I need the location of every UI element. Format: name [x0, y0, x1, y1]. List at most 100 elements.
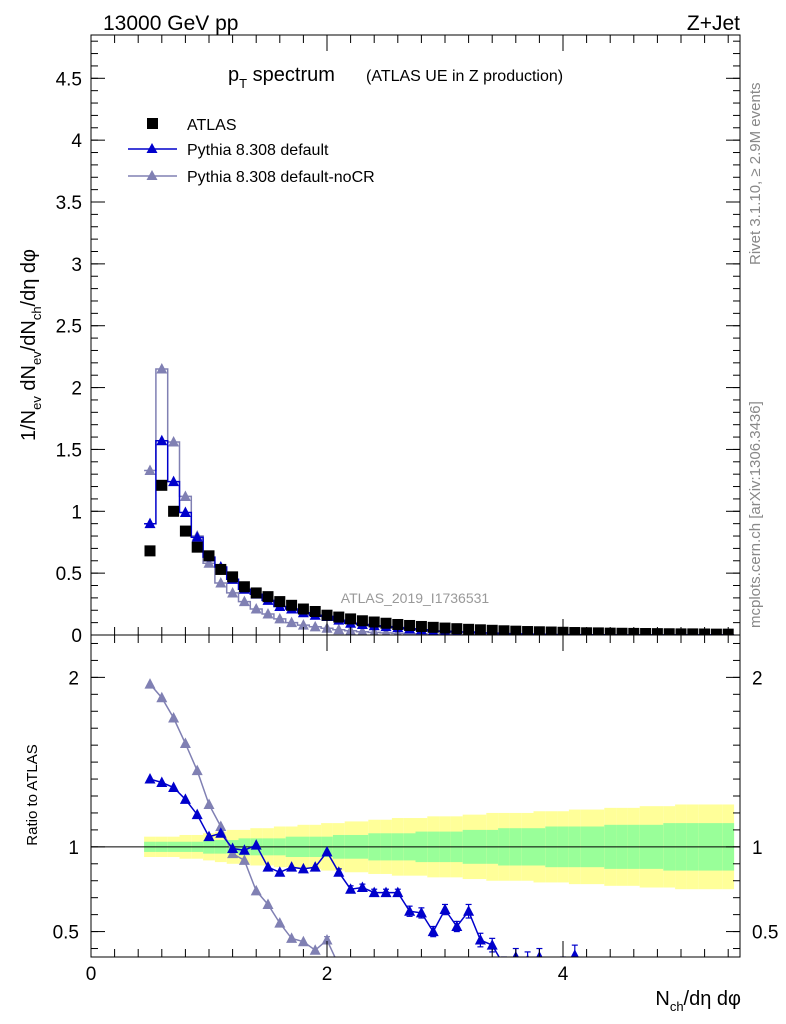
ratio-point-pythia-default: [191, 808, 203, 820]
ratio-point-pythia-default: [356, 881, 368, 893]
ratio-point-pythia-nocr: [262, 898, 274, 909]
ratio-point-pythia-nocr: [581, 1007, 592, 1018]
ratio-point-pythia-nocr: [392, 980, 403, 991]
point-atlas: [427, 621, 439, 633]
ratio-point-pythia-default: [451, 920, 463, 931]
point-atlas: [474, 624, 486, 635]
point-atlas: [250, 587, 262, 599]
legend-label-pythia-default: Pythia 8.308 default: [187, 142, 329, 159]
ratio-point-pythia-nocr: [463, 997, 474, 1008]
ratio-point-pythia-nocr: [605, 1007, 616, 1018]
analysis-watermark: ATLAS_2019_I1736531: [341, 590, 490, 606]
ratio-point-pythia-default: [262, 861, 274, 872]
point-pythia-nocr: [179, 490, 191, 501]
ratio-point-pythia-default: [605, 980, 616, 991]
ratio-point-pythia-default: [238, 844, 250, 855]
ratio-point-pythia-nocr: [191, 764, 203, 776]
legend-label-atlas: ATLAS: [187, 117, 237, 134]
ratio-point-pythia-default: [380, 886, 392, 898]
spectrum-y-tick-label: 4.5: [56, 69, 82, 90]
ratio-point-pythia-default: [439, 903, 451, 915]
legend: ATLAS Pythia 8.308 default Pythia 8.308 …: [128, 117, 375, 186]
spectrum-y-tick-label: 2: [71, 379, 82, 400]
spectrum-y-tick-label: 3: [71, 255, 82, 276]
spectrum-plot-area: ATLAS_2019_I1736531: [144, 363, 735, 635]
ratio-plot-area: [91, 678, 740, 1018]
ratio-point-pythia-nocr: [558, 1005, 569, 1016]
ratio-point-pythia-default: [474, 934, 486, 945]
ratio-y-axis-label: Ratio to ATLAS: [24, 744, 41, 845]
ratio-point-pythia-nocr: [369, 971, 380, 982]
ratio-point-pythia-nocr: [404, 983, 415, 994]
ratio-point-pythia-default: [392, 886, 404, 898]
point-pythia-default: [168, 475, 180, 487]
point-atlas: [321, 609, 333, 621]
ratio-point-pythia-nocr: [381, 976, 392, 987]
legend-entry-pythia-nocr: Pythia 8.308 default-noCR: [128, 169, 375, 186]
x-tick-label: 0: [86, 964, 97, 985]
ratio-point-pythia-nocr: [640, 1007, 651, 1018]
ratio-point-pythia-nocr: [179, 737, 191, 748]
legend-entry-atlas: ATLAS: [147, 117, 237, 134]
point-atlas: [156, 479, 168, 491]
point-atlas: [687, 628, 699, 635]
point-pythia-default: [144, 517, 156, 529]
ratio-point-pythia-default: [286, 861, 298, 872]
ratio-point-pythia-nocr: [321, 934, 333, 945]
point-atlas: [356, 615, 368, 627]
ratio-point-pythia-nocr: [546, 1005, 557, 1016]
point-atlas: [380, 617, 392, 629]
point-atlas: [616, 627, 628, 635]
point-atlas: [592, 627, 604, 635]
mcplots-credit-label: mcplots.cern.ch [arXiv:1306.3436]: [747, 401, 764, 628]
spectrum-y-tick-label: 2.5: [56, 317, 82, 338]
point-atlas: [238, 581, 250, 593]
ratio-point-pythia-nocr: [238, 854, 250, 865]
point-pythia-nocr: [156, 363, 168, 374]
spectrum-y-axis-ticks: 0 0.5 1 1.5 2 2.5 3 3.5 4 4.5: [56, 35, 740, 647]
point-pythia-nocr: [286, 616, 298, 628]
point-pythia-nocr: [215, 577, 227, 588]
ratio-point-pythia-nocr: [628, 1007, 639, 1018]
ratio-point-pythia-nocr: [144, 678, 156, 689]
point-atlas: [215, 563, 227, 575]
ratio-point-pythia-nocr: [297, 935, 309, 947]
ratio-point-pythia-nocr: [522, 1004, 533, 1015]
chart-title: pT spectrum: [228, 64, 335, 91]
point-atlas: [498, 625, 510, 635]
spectrum-y-tick-label: 3.5: [56, 193, 82, 214]
ratio-point-pythia-default: [427, 925, 439, 937]
x-tick-label: 2: [322, 964, 333, 985]
chart-subtitle: (ATLAS UE in Z production): [366, 68, 563, 85]
ratio-point-pythia-default: [333, 866, 345, 877]
ratio-point-pythia-nocr: [274, 917, 286, 928]
ratio-point-pythia-default: [250, 839, 262, 850]
ratio-point-pythia-nocr: [593, 1007, 604, 1018]
ratio-point-pythia-nocr: [286, 932, 298, 943]
ratio-point-pythia-nocr: [487, 1000, 498, 1011]
x-tick-label: 4: [558, 964, 569, 985]
spectrum-y-axis-label: 1/Nev dNev/dNch/dη dφ: [18, 249, 44, 441]
point-pythia-nocr: [238, 595, 250, 607]
point-atlas: [286, 599, 298, 611]
point-pythia-nocr: [227, 586, 239, 598]
ratio-point-pythia-nocr: [357, 968, 368, 979]
ratio-y-tick-label: 1: [68, 838, 79, 859]
point-atlas: [368, 616, 380, 628]
point-pythia-default: [179, 506, 191, 518]
point-pythia-nocr: [203, 557, 215, 568]
ratio-point-pythia-nocr: [416, 987, 427, 998]
ratio-y-tick-label: 2: [68, 668, 79, 689]
ratio-point-pythia-nocr: [475, 998, 486, 1009]
ratio-point-pythia-default: [546, 961, 557, 972]
point-atlas: [392, 618, 404, 630]
header-process-label: Z+Jet: [687, 12, 740, 35]
ratio-point-pythia-nocr: [440, 993, 451, 1004]
legend-marker-atlas: [147, 118, 158, 129]
point-atlas: [179, 525, 191, 537]
ratio-point-pythia-nocr: [428, 990, 439, 1001]
legend-entry-pythia-default: Pythia 8.308 default: [128, 142, 329, 159]
ratio-point-pythia-nocr: [499, 1002, 510, 1013]
ratio-point-pythia-default: [321, 845, 333, 857]
